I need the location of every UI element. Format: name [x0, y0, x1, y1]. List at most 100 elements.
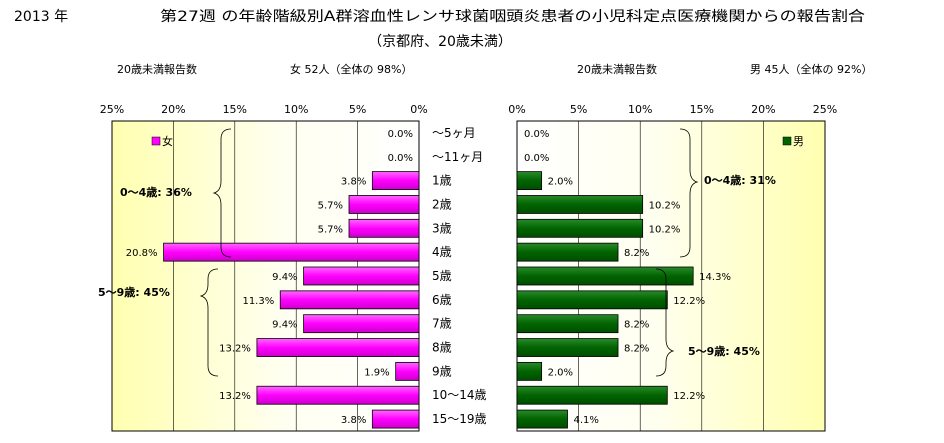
left-axis-ticks: 0% 5% 10% 15% 20% 25%: [100, 103, 428, 116]
female-bar: [348, 218, 420, 238]
female-bar: [348, 195, 420, 214]
female-value-label: 0.0%: [388, 129, 413, 140]
left-bracket-5-9: [199, 268, 219, 377]
male-value-label: 8.2%: [624, 344, 649, 355]
age-category-label: 3歳: [432, 221, 452, 235]
male-value-labels: 0.0% 0.0% 2.0% 10.2% 10.2% 8.2% 14.3% 12.2% 8.2%…: [524, 129, 731, 426]
male-value-label: 14.3%: [699, 272, 731, 283]
age-category-label: 1歳: [432, 174, 452, 188]
female-bar: [303, 314, 420, 334]
male-value-label: 8.2%: [624, 320, 649, 331]
female-bar: [395, 361, 420, 381]
chart-title-line2: （京都府、20歳未満）: [368, 34, 512, 50]
male-bars: [516, 171, 694, 429]
female-value-label: 5.7%: [318, 224, 343, 235]
female-value-label: 1.9%: [364, 367, 389, 378]
male-value-label: 10.2%: [649, 224, 681, 235]
male-bar: [516, 314, 619, 334]
left-bracket-label-0-4: 0～4歳: 36%: [120, 185, 192, 199]
year-label: 2013 年: [14, 9, 68, 25]
left-tick-label: 25%: [100, 103, 124, 116]
female-value-label: 0.0%: [388, 153, 413, 164]
female-value-label: 13.2%: [219, 344, 251, 355]
male-value-label: 0.0%: [524, 129, 549, 140]
female-bar: [371, 171, 420, 191]
right-axis-ticks: 0% 5% 10% 15% 20% 25%: [508, 103, 837, 116]
male-bar: [516, 361, 543, 381]
male-value-label: 10.2%: [649, 200, 681, 211]
female-value-label: 13.2%: [219, 391, 251, 402]
age-category-label: 8歳: [432, 341, 452, 355]
left-tick-label: 10%: [284, 103, 308, 116]
female-value-label: 20.8%: [126, 248, 158, 259]
female-bars: [163, 171, 420, 429]
female-bar: [163, 242, 420, 262]
right-bracket-label-0-4: 0～4歳: 31%: [704, 173, 776, 187]
age-category-label: 7歳: [432, 317, 452, 331]
left-tick-label: 15%: [223, 103, 247, 116]
male-bar: [516, 218, 644, 238]
male-value-label: 0.0%: [524, 153, 549, 164]
female-value-label: 3.8%: [341, 415, 366, 426]
male-value-label: 12.2%: [673, 296, 705, 307]
age-category-label: 4歳: [432, 245, 452, 259]
right-bracket-label-5-9: 5～9歳: 45%: [688, 344, 760, 358]
age-category-label: 10～14歳: [432, 388, 487, 402]
left-tick-label: 5%: [349, 103, 366, 116]
male-legend-label: 男: [793, 135, 804, 148]
male-bar: [516, 290, 668, 310]
right-tick-label: 0%: [508, 103, 525, 116]
female-legend-swatch: [151, 136, 161, 146]
female-legend-label: 女: [162, 134, 173, 148]
female-bar: [303, 266, 420, 286]
left-tick-label: 0%: [410, 103, 427, 116]
right-tick-label: 5%: [570, 103, 587, 116]
age-category-labels: ～5ヶ月 ～11ヶ月 1歳 2歳 3歳 4歳 5歳 6歳 7歳 8歳 9歳 10～14歳 15～19歳: [432, 126, 487, 426]
age-category-label: 15～19歳: [432, 412, 487, 426]
male-bar: [516, 385, 668, 405]
chart-title: 第27週 の年齢階級別A群溶血性レンサ球菌咽頭炎患者の小児科定点医療機関からの報…: [160, 8, 865, 25]
male-value-label: 2.0%: [548, 177, 573, 188]
age-category-label: 9歳: [432, 364, 452, 378]
age-category-label: ～5ヶ月: [432, 126, 476, 140]
right-tick-label: 10%: [628, 103, 652, 116]
right-bracket-5-9: [655, 268, 675, 377]
female-bar: [256, 338, 420, 357]
left-summary: 女 52人（全体の 98%）: [290, 62, 412, 76]
female-value-label: 9.4%: [272, 272, 297, 283]
right-tick-label: 15%: [690, 103, 714, 116]
male-value-label: 4.1%: [574, 415, 599, 426]
male-bar: [516, 242, 619, 262]
female-bar: [256, 385, 420, 405]
right-bracket-0-4: [679, 128, 699, 258]
age-category-label: 2歳: [432, 197, 452, 211]
male-value-label: 12.2%: [673, 391, 705, 402]
female-value-label: 11.3%: [242, 296, 274, 307]
female-bar: [371, 409, 420, 429]
male-legend-swatch: [782, 136, 792, 146]
left-tick-label: 20%: [161, 103, 185, 116]
age-category-label: 6歳: [432, 293, 452, 307]
left-bracket-0-4: [212, 128, 232, 258]
female-value-label: 5.7%: [318, 200, 343, 211]
male-bar: [516, 171, 543, 191]
male-bar: [516, 338, 619, 357]
female-value-labels: 0.0% 0.0% 3.8% 5.7% 5.7% 20.8% 9.4% 11.3% 9.4% 13…: [126, 129, 413, 426]
right-tick-label: 25%: [813, 103, 837, 116]
female-bar: [279, 290, 420, 310]
age-category-label: ～11ヶ月: [432, 150, 483, 164]
female-value-label: 9.4%: [272, 320, 297, 331]
left-subtitle: 20歳未満報告数: [117, 63, 197, 76]
right-summary: 男 45人（全体の 92%）: [750, 62, 872, 76]
female-value-label: 3.8%: [341, 177, 366, 188]
male-value-label: 2.0%: [548, 367, 573, 378]
male-bar: [516, 195, 644, 214]
age-category-label: 5歳: [432, 269, 452, 283]
male-bar: [516, 409, 568, 429]
right-tick-label: 20%: [751, 103, 775, 116]
right-subtitle: 20歳未満報告数: [577, 63, 657, 76]
male-bar: [516, 266, 694, 286]
male-value-label: 8.2%: [624, 248, 649, 259]
